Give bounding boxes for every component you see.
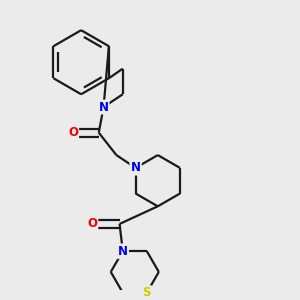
Text: N: N <box>118 244 128 258</box>
Text: O: O <box>68 126 78 139</box>
Text: O: O <box>87 218 98 230</box>
Text: N: N <box>130 161 141 174</box>
Text: N: N <box>130 161 141 174</box>
Text: N: N <box>118 244 128 258</box>
Text: N: N <box>99 100 109 114</box>
Text: S: S <box>142 286 151 299</box>
